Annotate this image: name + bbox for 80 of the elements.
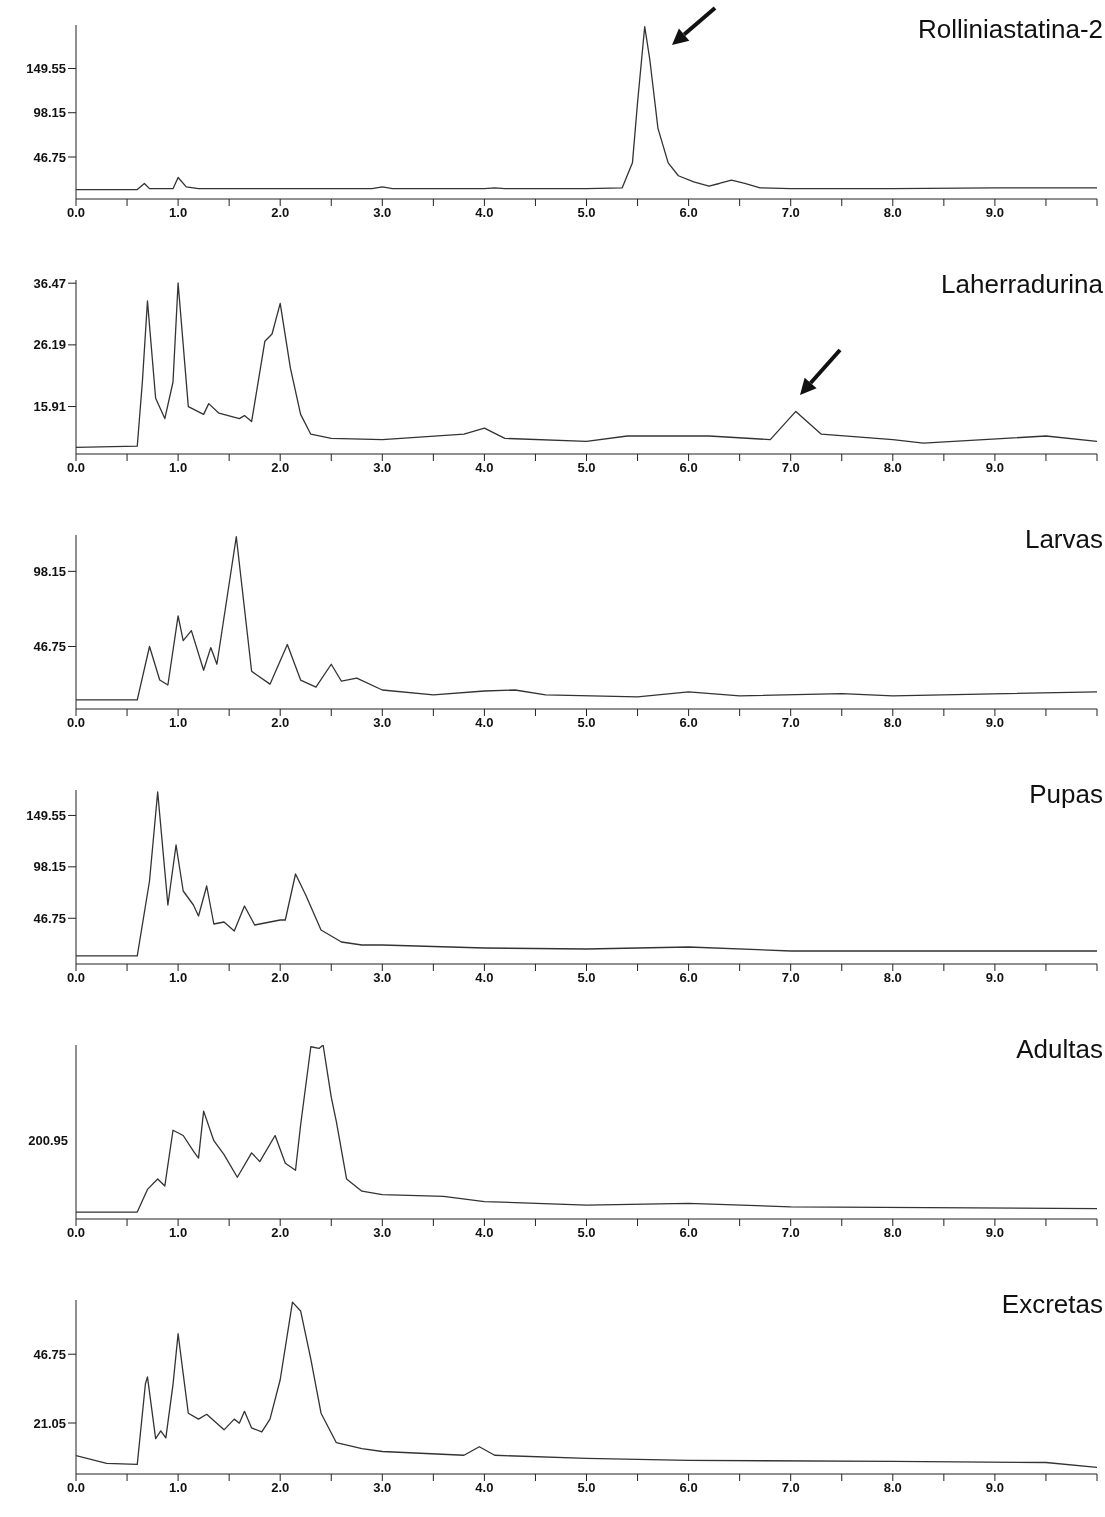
- x-tick-label: 0.0: [66, 970, 86, 986]
- chart-title: Laherradurina: [941, 269, 1103, 300]
- x-tick-label: 6.0: [679, 205, 698, 221]
- x-tick-label: 8.0: [883, 970, 902, 986]
- x-tick-label: 6.0: [679, 715, 698, 731]
- x-tick-label: 6.0: [679, 1480, 698, 1496]
- x-tick-label: 0.0: [66, 1480, 86, 1496]
- y-tick-label: 149.55: [26, 61, 66, 77]
- x-tick-label: 3.0: [373, 1480, 392, 1496]
- chart-title: Larvas: [1024, 524, 1103, 555]
- chart-title: Pupas: [1029, 779, 1103, 810]
- x-tick-label: 1.0: [169, 460, 188, 476]
- y-tick-label: 46.75: [33, 149, 66, 165]
- x-tick-label: 5.0: [577, 205, 596, 221]
- x-tick-label: 0.0: [66, 715, 86, 731]
- x-tick-label: 5.0: [577, 1225, 596, 1241]
- x-tick-label: 2.0: [271, 970, 290, 986]
- x-tick-label: 7.0: [781, 970, 800, 986]
- x-tick-label: 2.0: [271, 1225, 290, 1241]
- x-tick-label: 8.0: [883, 460, 902, 476]
- x-tick-label: 9.0: [985, 1480, 1004, 1496]
- x-tick-label: 9.0: [985, 205, 1004, 221]
- x-tick-label: 7.0: [781, 205, 800, 221]
- chart-title: Excretas: [1001, 1289, 1103, 1320]
- y-tick-label: 15.91: [33, 399, 66, 415]
- y-tick-label: 36.47: [33, 275, 66, 291]
- x-tick-label: 5.0: [577, 1480, 596, 1496]
- y-tick-label: 46.75: [33, 910, 66, 926]
- x-tick-label: 9.0: [985, 1225, 1004, 1241]
- text: 200.95: [27, 1133, 68, 1148]
- x-tick-label: 1.0: [169, 1225, 188, 1241]
- x-tick-label: 4.0: [475, 205, 494, 221]
- x-tick-label: 4.0: [475, 460, 494, 476]
- x-tick-label: 8.0: [883, 1480, 902, 1496]
- x-tick-label: 8.0: [883, 715, 902, 731]
- x-tick-label: 3.0: [373, 1225, 392, 1241]
- x-tick-label: 8.0: [883, 205, 902, 221]
- x-tick-label: 6.0: [679, 1225, 698, 1241]
- x-tick-label: 1.0: [169, 1480, 188, 1496]
- x-tick-label: 4.0: [475, 715, 494, 731]
- x-tick-label: 0.0: [66, 205, 86, 221]
- x-tick-label: 7.0: [781, 1480, 800, 1496]
- x-tick-label: 7.0: [781, 1225, 800, 1241]
- x-tick-label: 3.0: [373, 205, 392, 221]
- x-tick-label: 3.0: [373, 970, 392, 986]
- y-tick-label: 26.19: [33, 337, 66, 353]
- x-tick-label: 2.0: [271, 1480, 290, 1496]
- x-tick-label: 6.0: [679, 970, 698, 986]
- x-tick-label: 4.0: [475, 1480, 494, 1496]
- x-tick-label: 9.0: [985, 715, 1004, 731]
- y-tick-label: 46.75: [33, 639, 66, 655]
- x-tick-label: 1.0: [169, 205, 188, 221]
- x-tick-label: 1.0: [169, 715, 188, 731]
- y-tick-label: 98.15: [33, 859, 66, 875]
- x-tick-label: 2.0: [271, 715, 290, 731]
- x-tick-label: 3.0: [373, 460, 392, 476]
- x-tick-label: 9.0: [985, 970, 1004, 986]
- x-tick-label: 0.0: [66, 460, 86, 476]
- x-tick-label: 1.0: [169, 970, 188, 986]
- x-tick-label: 5.0: [577, 970, 596, 986]
- x-tick-label: 6.0: [679, 460, 698, 476]
- x-tick-label: 5.0: [577, 460, 596, 476]
- y-tick-label: 98.15: [33, 105, 66, 121]
- x-tick-label: 0.0: [66, 1225, 86, 1241]
- x-tick-label: 4.0: [475, 1225, 494, 1241]
- y-tick-label: 149.55: [26, 808, 66, 824]
- x-tick-label: 3.0: [373, 715, 392, 731]
- chart-title: Adultas: [1016, 1034, 1103, 1065]
- x-tick-label: 2.0: [271, 205, 290, 221]
- chart-title: Rolliniastatina-2: [918, 14, 1103, 45]
- y-tick-label: 21.05: [33, 1415, 66, 1431]
- x-tick-label: 5.0: [577, 715, 596, 731]
- x-tick-label: 9.0: [985, 460, 1004, 476]
- y-tick-label: 46.75: [33, 1346, 66, 1362]
- x-tick-label: 4.0: [475, 970, 494, 986]
- x-tick-label: 7.0: [781, 715, 800, 731]
- y-tick-label: 98.15: [33, 563, 66, 579]
- x-tick-label: 8.0: [883, 1225, 902, 1241]
- x-tick-label: 2.0: [271, 460, 290, 476]
- x-tick-label: 7.0: [781, 460, 800, 476]
